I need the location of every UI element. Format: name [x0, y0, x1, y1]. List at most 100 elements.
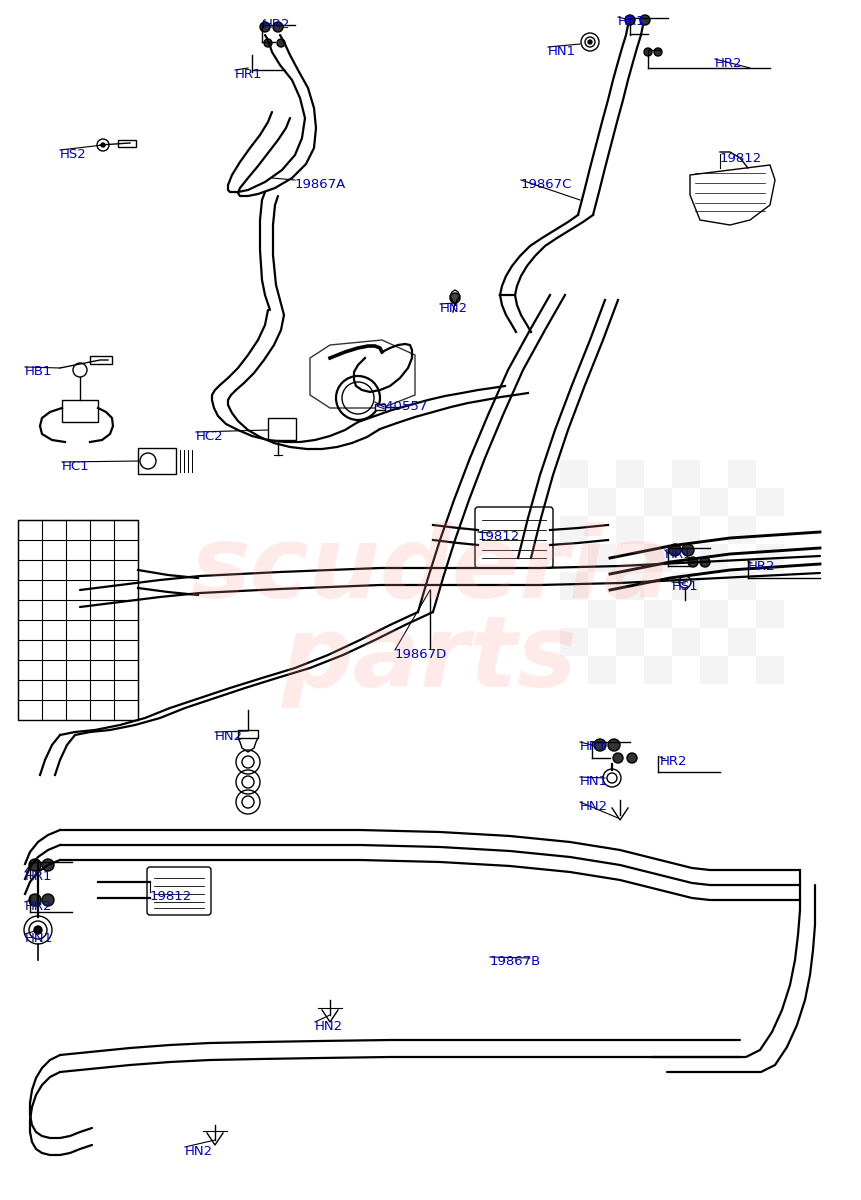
Bar [700, 656, 728, 684]
Text: 19867D: 19867D [395, 648, 447, 661]
Text: HN2: HN2 [440, 302, 468, 314]
Text: HR1: HR1 [235, 68, 263, 80]
Bar [756, 544, 784, 572]
Circle shape [588, 40, 592, 44]
Bar [672, 628, 700, 656]
Bar [672, 516, 700, 544]
Bar [672, 460, 700, 488]
Bar [756, 656, 784, 684]
Bar [138, 448, 176, 474]
FancyBboxPatch shape [147, 866, 211, 914]
Circle shape [273, 22, 283, 32]
Circle shape [625, 14, 635, 25]
Bar [644, 600, 672, 628]
Circle shape [34, 926, 42, 934]
Bar [700, 600, 728, 628]
Text: 19812: 19812 [720, 152, 762, 164]
Circle shape [260, 22, 270, 32]
Text: HR1: HR1 [580, 740, 608, 754]
Text: parts: parts [282, 612, 578, 708]
Bar [560, 572, 588, 600]
Circle shape [29, 894, 41, 906]
Text: HC1: HC1 [62, 460, 90, 473]
Circle shape [42, 894, 54, 906]
Bar [644, 656, 672, 684]
Circle shape [608, 739, 620, 751]
Bar [588, 600, 616, 628]
Bar [700, 488, 728, 516]
Bar [90, 356, 112, 364]
Bar [728, 572, 756, 600]
Circle shape [640, 14, 650, 25]
Text: HR2: HR2 [263, 18, 290, 31]
Bar [644, 544, 672, 572]
Bar [18, 520, 138, 720]
Circle shape [42, 859, 54, 871]
Text: HC2: HC2 [196, 430, 224, 443]
Polygon shape [310, 340, 415, 408]
Text: HR2: HR2 [748, 560, 776, 572]
Bar [238, 730, 258, 738]
Bar [268, 418, 296, 440]
Bar [644, 488, 672, 516]
Circle shape [682, 544, 694, 556]
Circle shape [669, 544, 681, 556]
Bar [62, 400, 98, 422]
Text: HN2: HN2 [215, 730, 243, 743]
Text: HR1: HR1 [665, 548, 692, 560]
Bar [728, 460, 756, 488]
Circle shape [627, 754, 637, 763]
Bar [616, 460, 644, 488]
Text: HN2: HN2 [315, 1020, 344, 1033]
Bar [588, 544, 616, 572]
Text: HR2: HR2 [25, 900, 53, 913]
Circle shape [700, 557, 710, 566]
Text: HN1: HN1 [25, 932, 53, 946]
Text: HN2: HN2 [185, 1145, 214, 1158]
Text: 19812: 19812 [150, 890, 192, 902]
Circle shape [688, 557, 698, 566]
Bar [756, 488, 784, 516]
Bar [728, 516, 756, 544]
Bar [672, 572, 700, 600]
Text: HR1: HR1 [25, 870, 53, 883]
Circle shape [450, 293, 460, 302]
Bar [560, 516, 588, 544]
Circle shape [277, 38, 285, 47]
Bar [588, 656, 616, 684]
Text: HR2: HR2 [660, 755, 687, 768]
Bar [616, 516, 644, 544]
Text: HN2: HN2 [580, 800, 608, 814]
Text: scuderia: scuderia [189, 522, 671, 618]
Circle shape [613, 754, 623, 763]
Circle shape [654, 48, 662, 56]
Bar [118, 140, 136, 146]
Circle shape [29, 859, 41, 871]
Text: HR1: HR1 [618, 14, 646, 28]
Text: 19867C: 19867C [521, 178, 573, 191]
Polygon shape [690, 164, 775, 226]
Bar [560, 628, 588, 656]
Text: HS2: HS2 [60, 148, 87, 161]
Bar [588, 488, 616, 516]
Text: <40557: <40557 [375, 400, 429, 413]
Bar [728, 628, 756, 656]
Circle shape [644, 48, 652, 56]
Text: 19812: 19812 [478, 530, 520, 542]
Text: HN1: HN1 [580, 775, 608, 788]
FancyBboxPatch shape [475, 506, 553, 568]
Text: 19867A: 19867A [295, 178, 346, 191]
Bar [616, 572, 644, 600]
Bar [700, 544, 728, 572]
Text: HN1: HN1 [548, 44, 576, 58]
Circle shape [101, 143, 105, 146]
Bar [560, 460, 588, 488]
Bar [616, 628, 644, 656]
Text: HB1: HB1 [25, 365, 53, 378]
Text: HS1: HS1 [672, 580, 699, 593]
Text: 19867B: 19867B [490, 955, 542, 968]
Bar [756, 600, 784, 628]
Text: HR2: HR2 [715, 56, 742, 70]
Circle shape [264, 38, 272, 47]
Circle shape [594, 739, 606, 751]
